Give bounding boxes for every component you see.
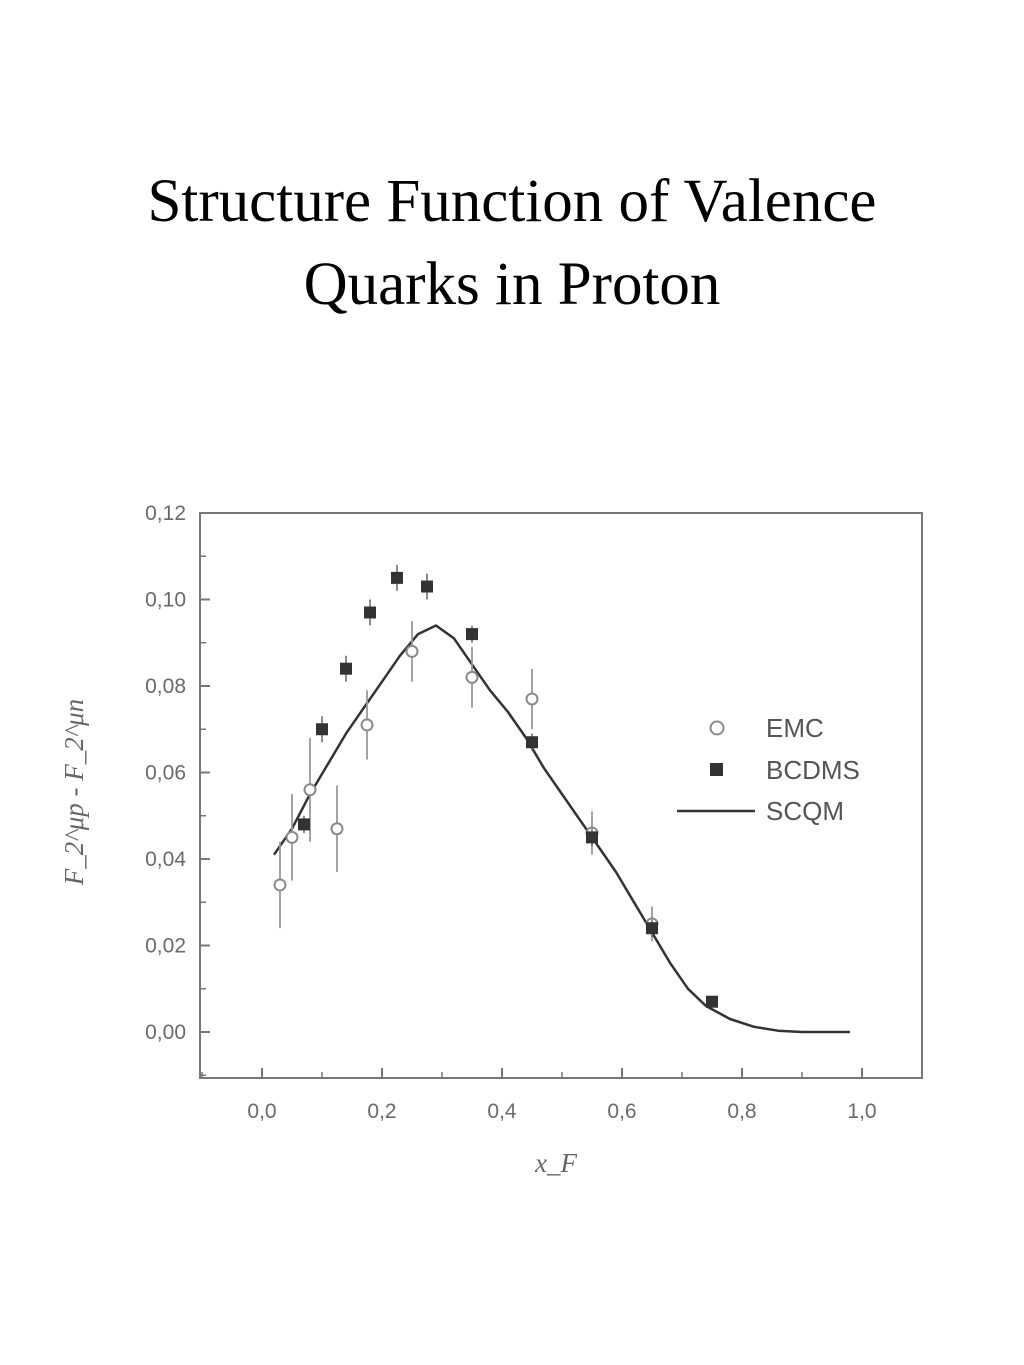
emc-point bbox=[330, 822, 344, 836]
legend: EMC BCDMS SCQM bbox=[677, 713, 860, 826]
legend-emc-label: EMC bbox=[766, 713, 824, 743]
bcdms-point bbox=[421, 580, 433, 593]
emc-point bbox=[303, 783, 317, 797]
slide-title-line-2: Quarks in Proton bbox=[303, 251, 721, 318]
bcdms-point bbox=[316, 723, 328, 736]
emc-point bbox=[405, 644, 419, 658]
emc-point bbox=[285, 830, 299, 844]
bcdms-point bbox=[364, 606, 376, 619]
y-tick-label: 0,12 bbox=[145, 502, 186, 525]
bcdms-point bbox=[340, 662, 352, 675]
slide-title-line-1: Structure Function of Valence bbox=[147, 168, 877, 235]
y-tick-label: 0,06 bbox=[145, 762, 186, 785]
bcdms-point bbox=[646, 922, 658, 935]
y-tick-label: 0,04 bbox=[145, 848, 186, 871]
y-tick-label: 0,02 bbox=[145, 935, 186, 958]
x-tick-label: 0,2 bbox=[367, 1100, 396, 1123]
slide-title: Structure Function of Valence Quarks in … bbox=[0, 160, 1024, 326]
scqm-curve-layer bbox=[272, 624, 850, 1034]
x-tick-label: 0,6 bbox=[607, 1100, 636, 1123]
x-tick-label: 1,0 bbox=[847, 1100, 876, 1123]
plot-frame bbox=[199, 512, 923, 1079]
emc-point bbox=[360, 718, 374, 732]
bcdms-point bbox=[298, 818, 310, 831]
bcdms-point bbox=[391, 571, 403, 584]
y-tick-label: 0,00 bbox=[145, 1021, 186, 1044]
bcdms-point bbox=[586, 831, 598, 844]
x-tick-label: 0,8 bbox=[727, 1100, 756, 1123]
bcdms-point bbox=[706, 995, 718, 1008]
x-axis-label: x_F bbox=[534, 1148, 577, 1178]
scqm-line bbox=[272, 624, 850, 1034]
bcdms-point bbox=[526, 736, 538, 749]
x-tick-label: 0,4 bbox=[487, 1100, 517, 1123]
y-tick-label: 0,08 bbox=[145, 675, 186, 698]
emc-point bbox=[525, 692, 539, 706]
bcdms-point bbox=[466, 628, 478, 641]
y-axis: 0,00 0,02 0,04 0,06 0,08 0,10 0,12 bbox=[145, 502, 210, 1076]
emc-point bbox=[273, 878, 287, 892]
y-axis-label: F_2^μp - F_2^μn bbox=[59, 699, 89, 886]
legend-bcdms-label: BCDMS bbox=[766, 755, 860, 785]
legend-emc-marker bbox=[709, 720, 725, 736]
legend-bcdms-marker bbox=[710, 763, 723, 776]
emc-series bbox=[273, 621, 659, 942]
emc-point bbox=[465, 670, 479, 684]
bcdms-series bbox=[298, 564, 718, 1008]
legend-scqm-label: SCQM bbox=[766, 796, 844, 826]
y-tick-label: 0,10 bbox=[145, 589, 186, 612]
x-axis: 0,0 0,2 0,4 0,6 0,8 1,0 bbox=[201, 1068, 877, 1123]
x-tick-label: 0,0 bbox=[247, 1100, 276, 1123]
